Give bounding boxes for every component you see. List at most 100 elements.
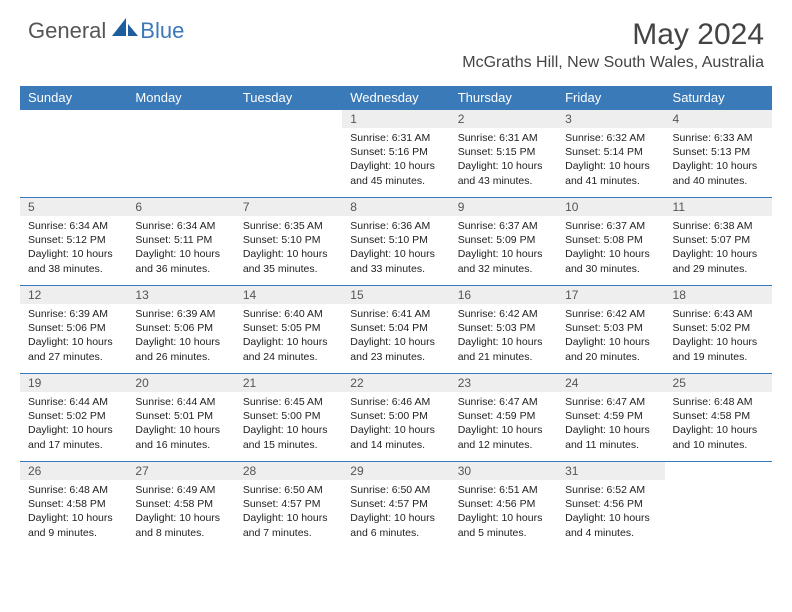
calendar-cell: 5Sunrise: 6:34 AMSunset: 5:12 PMDaylight… [20,198,127,286]
col-header-sunday: Sunday [20,86,127,110]
sunset-line: Sunset: 5:13 PM [673,145,764,159]
calendar-body: 1Sunrise: 6:31 AMSunset: 5:16 PMDaylight… [20,110,772,550]
sunrise-line: Sunrise: 6:31 AM [458,131,549,145]
daylight-line: Daylight: 10 hours and 16 minutes. [135,423,226,451]
sunrise-line: Sunrise: 6:39 AM [28,307,119,321]
col-header-wednesday: Wednesday [342,86,449,110]
logo: General Blue [28,18,184,44]
col-header-monday: Monday [127,86,234,110]
day-number: 30 [450,462,557,480]
calendar-cell: 23Sunrise: 6:47 AMSunset: 4:59 PMDayligh… [450,374,557,462]
daylight-line: Daylight: 10 hours and 11 minutes. [565,423,656,451]
day-number: 24 [557,374,664,392]
day-details: Sunrise: 6:34 AMSunset: 5:12 PMDaylight:… [20,216,127,280]
daylight-line: Daylight: 10 hours and 36 minutes. [135,247,226,275]
title-block: May 2024 McGraths Hill, New South Wales,… [462,18,764,72]
day-number: 8 [342,198,449,216]
sunrise-line: Sunrise: 6:32 AM [565,131,656,145]
sunrise-line: Sunrise: 6:39 AM [135,307,226,321]
sunset-line: Sunset: 5:03 PM [565,321,656,335]
sunset-line: Sunset: 5:02 PM [673,321,764,335]
daylight-line: Daylight: 10 hours and 23 minutes. [350,335,441,363]
day-details: Sunrise: 6:44 AMSunset: 5:02 PMDaylight:… [20,392,127,456]
day-number: 16 [450,286,557,304]
daylight-line: Daylight: 10 hours and 21 minutes. [458,335,549,363]
col-header-tuesday: Tuesday [235,86,342,110]
day-number: 23 [450,374,557,392]
day-number: 21 [235,374,342,392]
sunrise-line: Sunrise: 6:33 AM [673,131,764,145]
day-details: Sunrise: 6:33 AMSunset: 5:13 PMDaylight:… [665,128,772,192]
daylight-line: Daylight: 10 hours and 33 minutes. [350,247,441,275]
daylight-line: Daylight: 10 hours and 6 minutes. [350,511,441,539]
sunset-line: Sunset: 4:59 PM [458,409,549,423]
sunset-line: Sunset: 4:56 PM [565,497,656,511]
calendar-cell: 21Sunrise: 6:45 AMSunset: 5:00 PMDayligh… [235,374,342,462]
day-details: Sunrise: 6:48 AMSunset: 4:58 PMDaylight:… [20,480,127,544]
sunset-line: Sunset: 4:56 PM [458,497,549,511]
sunrise-line: Sunrise: 6:47 AM [458,395,549,409]
day-details: Sunrise: 6:37 AMSunset: 5:09 PMDaylight:… [450,216,557,280]
day-number: 15 [342,286,449,304]
daylight-line: Daylight: 10 hours and 30 minutes. [565,247,656,275]
calendar-cell: 17Sunrise: 6:42 AMSunset: 5:03 PMDayligh… [557,286,664,374]
calendar-cell: 19Sunrise: 6:44 AMSunset: 5:02 PMDayligh… [20,374,127,462]
day-details: Sunrise: 6:49 AMSunset: 4:58 PMDaylight:… [127,480,234,544]
sunset-line: Sunset: 4:59 PM [565,409,656,423]
day-details: Sunrise: 6:47 AMSunset: 4:59 PMDaylight:… [557,392,664,456]
header: General Blue May 2024 McGraths Hill, New… [0,0,792,78]
daylight-line: Daylight: 10 hours and 24 minutes. [243,335,334,363]
calendar-cell: 18Sunrise: 6:43 AMSunset: 5:02 PMDayligh… [665,286,772,374]
day-number: 4 [665,110,772,128]
day-details: Sunrise: 6:32 AMSunset: 5:14 PMDaylight:… [557,128,664,192]
calendar-cell: 28Sunrise: 6:50 AMSunset: 4:57 PMDayligh… [235,462,342,550]
sunrise-line: Sunrise: 6:45 AM [243,395,334,409]
sunset-line: Sunset: 5:11 PM [135,233,226,247]
daylight-line: Daylight: 10 hours and 29 minutes. [673,247,764,275]
day-number: 5 [20,198,127,216]
day-number: 26 [20,462,127,480]
day-details: Sunrise: 6:37 AMSunset: 5:08 PMDaylight:… [557,216,664,280]
sunrise-line: Sunrise: 6:34 AM [28,219,119,233]
sunset-line: Sunset: 4:58 PM [135,497,226,511]
day-number: 10 [557,198,664,216]
calendar-cell [665,462,772,550]
day-details: Sunrise: 6:51 AMSunset: 4:56 PMDaylight:… [450,480,557,544]
calendar-head: SundayMondayTuesdayWednesdayThursdayFrid… [20,86,772,110]
day-details: Sunrise: 6:39 AMSunset: 5:06 PMDaylight:… [127,304,234,368]
sunset-line: Sunset: 5:04 PM [350,321,441,335]
day-details: Sunrise: 6:43 AMSunset: 5:02 PMDaylight:… [665,304,772,368]
logo-sail-icon [112,18,138,43]
daylight-line: Daylight: 10 hours and 19 minutes. [673,335,764,363]
day-number: 25 [665,374,772,392]
daylight-line: Daylight: 10 hours and 7 minutes. [243,511,334,539]
sunset-line: Sunset: 4:58 PM [28,497,119,511]
page-title: May 2024 [462,18,764,52]
day-details: Sunrise: 6:34 AMSunset: 5:11 PMDaylight:… [127,216,234,280]
sunset-line: Sunset: 5:14 PM [565,145,656,159]
sunrise-line: Sunrise: 6:48 AM [673,395,764,409]
sunrise-line: Sunrise: 6:50 AM [350,483,441,497]
daylight-line: Daylight: 10 hours and 4 minutes. [565,511,656,539]
calendar-cell: 12Sunrise: 6:39 AMSunset: 5:06 PMDayligh… [20,286,127,374]
day-details: Sunrise: 6:48 AMSunset: 4:58 PMDaylight:… [665,392,772,456]
calendar-cell: 11Sunrise: 6:38 AMSunset: 5:07 PMDayligh… [665,198,772,286]
calendar-cell: 7Sunrise: 6:35 AMSunset: 5:10 PMDaylight… [235,198,342,286]
sunset-line: Sunset: 5:02 PM [28,409,119,423]
sunset-line: Sunset: 5:08 PM [565,233,656,247]
sunset-line: Sunset: 5:00 PM [350,409,441,423]
daylight-line: Daylight: 10 hours and 12 minutes. [458,423,549,451]
daylight-line: Daylight: 10 hours and 43 minutes. [458,159,549,187]
day-details: Sunrise: 6:47 AMSunset: 4:59 PMDaylight:… [450,392,557,456]
sunrise-line: Sunrise: 6:31 AM [350,131,441,145]
sunset-line: Sunset: 4:57 PM [350,497,441,511]
col-header-saturday: Saturday [665,86,772,110]
daylight-line: Daylight: 10 hours and 17 minutes. [28,423,119,451]
day-details: Sunrise: 6:40 AMSunset: 5:05 PMDaylight:… [235,304,342,368]
calendar-cell: 15Sunrise: 6:41 AMSunset: 5:04 PMDayligh… [342,286,449,374]
col-header-friday: Friday [557,86,664,110]
sunrise-line: Sunrise: 6:46 AM [350,395,441,409]
day-details: Sunrise: 6:39 AMSunset: 5:06 PMDaylight:… [20,304,127,368]
sunset-line: Sunset: 5:06 PM [28,321,119,335]
calendar-cell: 14Sunrise: 6:40 AMSunset: 5:05 PMDayligh… [235,286,342,374]
